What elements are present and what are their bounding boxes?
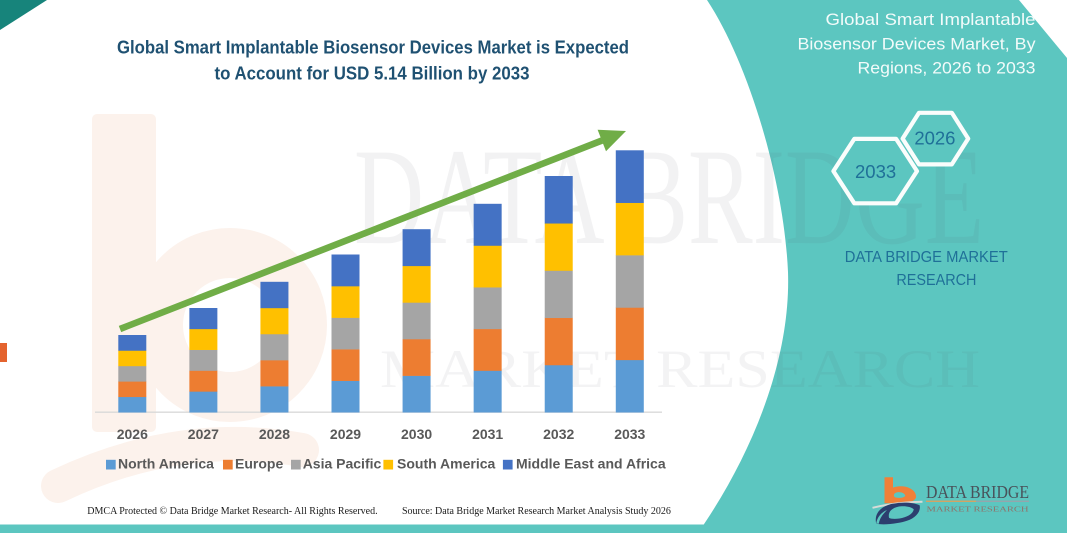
svg-text:2031: 2031 [472, 426, 503, 442]
svg-text:MARKET RESEARCH: MARKET RESEARCH [380, 339, 980, 399]
svg-text:Regions, 2026 to 2033: Regions, 2026 to 2033 [858, 59, 1036, 78]
svg-text:Europe: Europe [235, 455, 283, 471]
svg-text:DATA BRIDGE MARKET: DATA BRIDGE MARKET [845, 249, 1008, 266]
svg-text:2026: 2026 [914, 128, 955, 149]
svg-text:South America: South America [397, 455, 495, 471]
svg-text:2027: 2027 [188, 426, 219, 442]
svg-text:Middle East and Africa: Middle East and Africa [516, 455, 666, 471]
svg-text:Asia Pacific: Asia Pacific [303, 455, 382, 471]
svg-text:2032: 2032 [543, 426, 574, 442]
svg-text:2026: 2026 [117, 426, 148, 442]
svg-text:to Account for USD 5.14 Billio: to Account for USD 5.14 Billion by 2033 [215, 63, 530, 84]
svg-text:Source: Data Bridge Market Res: Source: Data Bridge Market Research Mark… [402, 506, 671, 517]
svg-text:2029: 2029 [330, 426, 361, 442]
svg-text:DMCA Protected © Data Bridge M: DMCA Protected © Data Bridge Market Rese… [87, 506, 377, 517]
svg-text:RESEARCH: RESEARCH [896, 272, 976, 289]
svg-text:DATA BRIDGE: DATA BRIDGE [926, 482, 1029, 502]
svg-text:2033: 2033 [614, 426, 645, 442]
svg-text:2033: 2033 [855, 161, 896, 182]
svg-text:2028: 2028 [259, 426, 290, 442]
svg-text:2030: 2030 [401, 426, 432, 442]
svg-text:North America: North America [118, 455, 214, 471]
svg-text:Global Smart Implantable: Global Smart Implantable [826, 10, 1036, 29]
svg-text:MARKET RESEARCH: MARKET RESEARCH [927, 506, 1029, 514]
svg-text:Global Smart Implantable Biose: Global Smart Implantable Biosensor Devic… [117, 37, 629, 58]
svg-text:Biosensor Devices Market, By: Biosensor Devices Market, By [798, 35, 1037, 54]
